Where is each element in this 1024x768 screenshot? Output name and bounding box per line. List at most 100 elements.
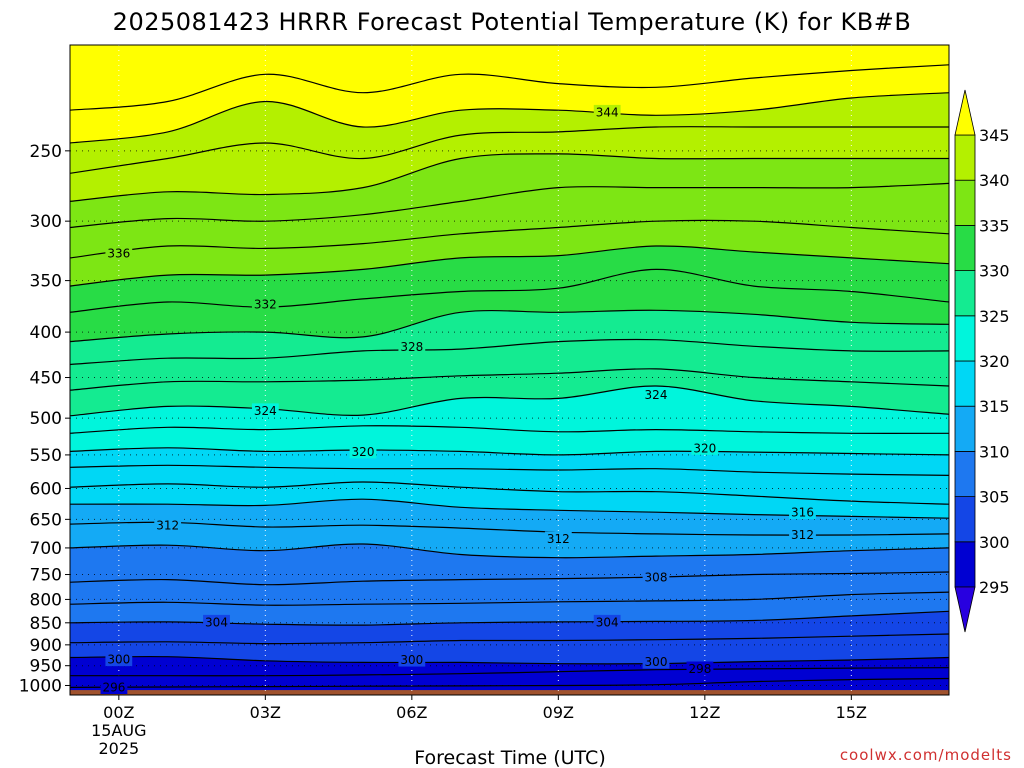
isentrope-322 bbox=[70, 425, 949, 434]
contour-label-bg bbox=[789, 505, 816, 520]
isentrope-302 bbox=[70, 633, 949, 645]
contour-label-bg bbox=[398, 339, 426, 354]
contour-label-332: 332 bbox=[254, 298, 277, 312]
contour-label-bg bbox=[593, 614, 621, 629]
isentrope-296 bbox=[70, 677, 949, 688]
y-tick-label-550: 550 bbox=[30, 446, 62, 466]
colorbar-label-300: 300 bbox=[979, 533, 1010, 552]
contour-label-bg bbox=[691, 440, 719, 455]
x-axis-label: Forecast Time (UTC) bbox=[414, 747, 605, 768]
isentrope-306 bbox=[70, 591, 949, 606]
grid-lines bbox=[70, 45, 949, 695]
colorbar-segment bbox=[954, 134, 976, 181]
colorbar-label-305: 305 bbox=[979, 488, 1010, 507]
y-tick-label-800: 800 bbox=[30, 590, 62, 610]
contour-label-bg bbox=[251, 403, 279, 418]
isentrope-328 bbox=[70, 338, 949, 366]
y-tick-label-650: 650 bbox=[30, 510, 62, 530]
contour-label-324: 324 bbox=[645, 388, 668, 402]
contour-label-bg bbox=[593, 104, 621, 119]
colorbar-label-295: 295 bbox=[979, 578, 1010, 597]
isentrope-336 bbox=[70, 219, 949, 259]
contour-label-300: 300 bbox=[645, 655, 668, 669]
y-tick-label-300: 300 bbox=[30, 212, 62, 232]
colorbar-min-arrow bbox=[954, 586, 976, 633]
x-tick-label-15Z: 15Z bbox=[836, 703, 867, 722]
contour-label-300: 300 bbox=[400, 653, 423, 667]
colorbar-segment bbox=[954, 405, 976, 452]
isentrope-298 bbox=[70, 667, 949, 677]
x-tick-date: 15AUG bbox=[91, 721, 146, 740]
contour-label-bg bbox=[789, 527, 816, 542]
isentrope-332 bbox=[70, 268, 949, 313]
isentrope-308 bbox=[70, 571, 949, 586]
theta-fill-layers bbox=[70, 45, 949, 695]
isentrope-324 bbox=[70, 385, 949, 417]
colorbar-segment bbox=[954, 315, 976, 362]
colorbar-segment bbox=[954, 179, 976, 226]
isentrope-310 bbox=[70, 543, 949, 559]
colorbar-label-330: 330 bbox=[979, 262, 1010, 281]
y-tick-label-750: 750 bbox=[30, 566, 62, 586]
contour-labels: 296 300 300 300 298 304 304 308 312 312 312 316 320 3… bbox=[100, 104, 816, 695]
contour-label-bg bbox=[105, 652, 133, 667]
colorbar-label-310: 310 bbox=[979, 442, 1010, 461]
isentrope-330 bbox=[70, 309, 949, 343]
colorbar-label-325: 325 bbox=[979, 307, 1010, 326]
y-tick-label-850: 850 bbox=[30, 614, 62, 634]
plot-area: 296 300 300 300 298 304 304 308 312 312 312 316 320 3… bbox=[70, 45, 949, 695]
contour-label-bg bbox=[100, 680, 128, 695]
ground-layer bbox=[70, 690, 949, 695]
isentrope-300 bbox=[70, 655, 949, 665]
y-tick-label-1000: 1000 bbox=[19, 676, 62, 696]
contour-label-320: 320 bbox=[352, 445, 375, 459]
contour-label-296: 296 bbox=[102, 681, 125, 695]
contour-label-304: 304 bbox=[596, 615, 619, 629]
y-tick-label-350: 350 bbox=[30, 272, 62, 292]
y-tick-label-950: 950 bbox=[30, 657, 62, 677]
colorbar: 295 300 305 310 315 320 325 330 335 340 345 bbox=[954, 89, 1010, 633]
contour-label-312: 312 bbox=[791, 528, 814, 542]
contour-label-bg bbox=[642, 387, 670, 402]
contour-label-bg bbox=[398, 652, 426, 667]
contour-label-298: 298 bbox=[688, 662, 711, 676]
x-tick-label-03Z: 03Z bbox=[250, 703, 281, 722]
contour-label-bg bbox=[544, 531, 572, 546]
contour-label-316: 316 bbox=[791, 506, 814, 520]
contour-label-336: 336 bbox=[107, 247, 130, 261]
colorbar-segment bbox=[954, 450, 976, 497]
contour-label-344: 344 bbox=[596, 105, 619, 119]
isentrope-334 bbox=[70, 245, 949, 287]
contour-label-bg bbox=[251, 297, 279, 312]
colorbar-label-345: 345 bbox=[979, 126, 1010, 145]
isentrope-326 bbox=[70, 368, 949, 391]
colorbar-label-320: 320 bbox=[979, 352, 1010, 371]
colorbar-segment bbox=[954, 224, 976, 271]
isentrope-318 bbox=[70, 464, 949, 476]
contour-label-300: 300 bbox=[107, 653, 130, 667]
colorbar-segment bbox=[954, 541, 976, 588]
contour-label-308: 308 bbox=[645, 571, 668, 585]
contour-label-bg bbox=[105, 246, 133, 261]
colorbar-segment bbox=[954, 360, 976, 407]
x-tick-year: 2025 bbox=[98, 739, 139, 758]
isentrope-316 bbox=[70, 481, 949, 505]
y-tick-label-250: 250 bbox=[30, 142, 62, 162]
isentrope-346 bbox=[70, 64, 949, 111]
x-tick-label-00Z: 00Z bbox=[103, 703, 134, 722]
x-tick-label-12Z: 12Z bbox=[689, 703, 720, 722]
isentrope-342 bbox=[70, 126, 949, 174]
y-tick-label-400: 400 bbox=[30, 323, 62, 343]
credit-link[interactable]: coolwx.com/modelts bbox=[840, 746, 1012, 764]
isentrope-344 bbox=[70, 92, 949, 144]
plot-frame bbox=[69, 44, 950, 696]
y-tick-label-500: 500 bbox=[30, 409, 62, 429]
x-tick-label-09Z: 09Z bbox=[543, 703, 574, 722]
contour-label-bg bbox=[686, 661, 714, 676]
colorbar-label-335: 335 bbox=[979, 216, 1010, 235]
contour-label-bg bbox=[642, 654, 670, 669]
x-tick-label-06Z: 06Z bbox=[396, 703, 427, 722]
isentrope-340 bbox=[70, 153, 949, 202]
